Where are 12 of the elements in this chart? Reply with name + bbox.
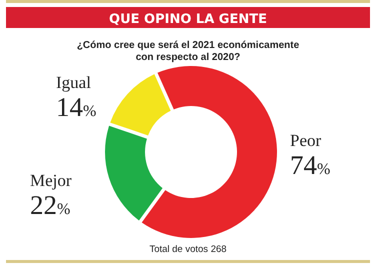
donut-slice [142,66,277,238]
text: Total de votos 268 [149,244,227,255]
chart-title: QUE OPINO LA GENTE [109,12,267,27]
data-label: 14% [56,92,96,122]
donut-slice [105,126,163,220]
data-label: 74% [290,150,330,180]
slice-label: Mejor [30,171,72,190]
chart-subtitle: ¿Cómo cree que será el 2021 económicamente con respecto al 2020? [76,40,300,63]
data-label: 22% [30,190,70,220]
slice-label: Igual [56,73,92,92]
donut-slice [110,74,171,136]
slice-label: Peor [290,131,322,150]
